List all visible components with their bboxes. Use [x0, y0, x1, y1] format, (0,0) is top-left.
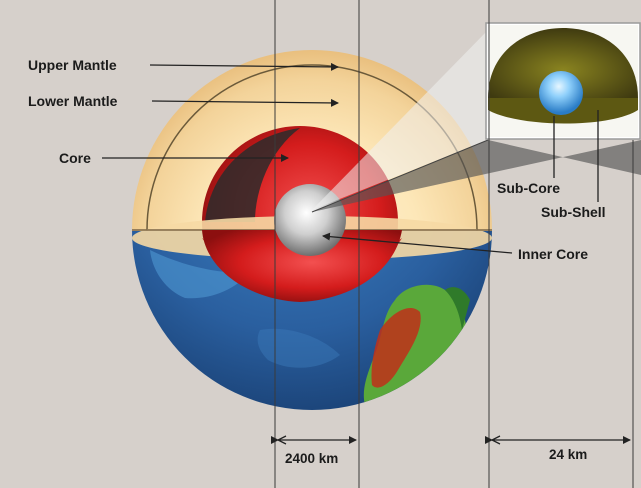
- globe-surface: [132, 230, 492, 410]
- sub-shell-label: Sub-Shell: [541, 204, 606, 220]
- core-label: Core: [59, 150, 91, 166]
- inset-dimension-label: 24 km: [549, 447, 588, 462]
- sub-core-inset: [485, 22, 641, 140]
- lower-mantle-label: Lower Mantle: [28, 93, 118, 109]
- zoom-cone-lower: [312, 140, 641, 212]
- upper-mantle-leader: [149, 62, 339, 71]
- upper-mantle-label: Upper Mantle: [28, 57, 117, 73]
- land-ridge: [371, 308, 421, 388]
- zoom-cone-upper: [312, 30, 488, 210]
- core-shadow: [205, 128, 300, 222]
- core-dimension-label: 2400 km: [285, 451, 339, 466]
- ocean-shelf: [150, 250, 250, 299]
- core-lower-cap: [202, 230, 402, 302]
- sub-shell-hemisphere: [488, 28, 638, 98]
- lower-mantle-leader: [151, 98, 339, 107]
- land-edge: [445, 287, 470, 330]
- zoom-cone-edge: [311, 139, 489, 213]
- sub-core-label: Sub-Core: [497, 180, 560, 196]
- inner-core-leader: [322, 232, 513, 254]
- inner-core-label: Inner Core: [518, 246, 589, 262]
- sub-core-sphere: [539, 71, 583, 115]
- ocean-shelf-2: [257, 328, 340, 368]
